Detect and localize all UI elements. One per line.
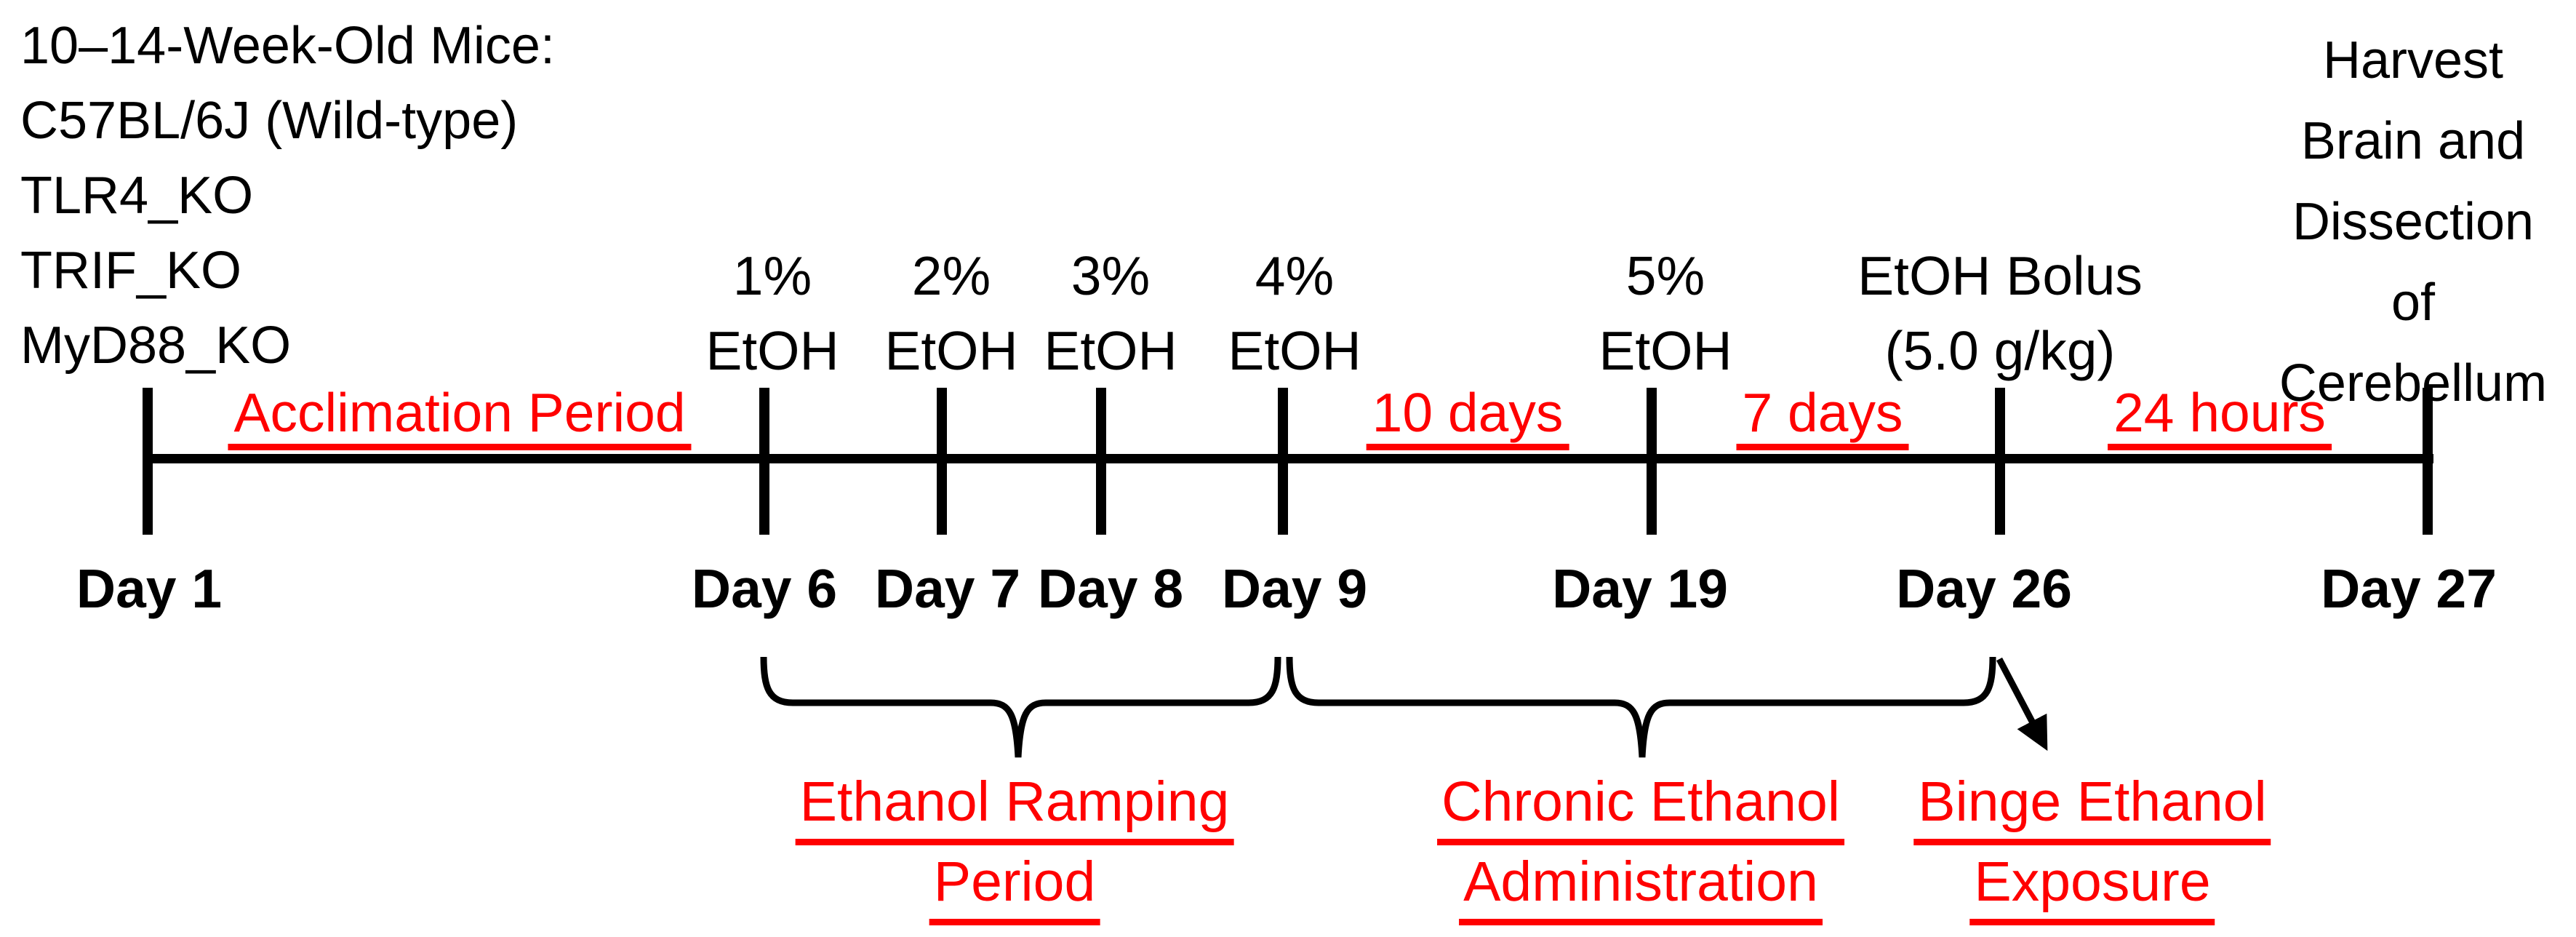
day-label-26: Day 26 (1896, 558, 2072, 619)
day-label-9: Day 9 (1221, 558, 1368, 619)
tick-day-27 (2423, 388, 2433, 535)
dose-label-day26-bolus: EtOH Bolus (5.0 g/kg) (1857, 239, 2143, 388)
dose-label-day9: 4% EtOH (1228, 239, 1361, 388)
dose-etoh: EtOH (705, 320, 839, 381)
binge-exposure-arrow-icon (1996, 657, 2048, 751)
dose-label-day8: 3% EtOH (1044, 239, 1177, 388)
tick-day-7 (937, 388, 947, 535)
dose-percent: 2% (911, 245, 991, 306)
tick-day-8 (1096, 388, 1106, 535)
dose-label-day6: 1% EtOH (705, 239, 839, 388)
harvest-note-block: Harvest Brain and Dissection of Cerebell… (2279, 20, 2547, 424)
dose-percent: 3% (1071, 245, 1151, 306)
subject-line-myd88: MyD88_KO (20, 316, 292, 375)
day-label-8: Day 8 (1037, 558, 1184, 619)
subject-line-tlr4: TLR4_KO (20, 167, 254, 225)
duration-text: 7 days (1736, 381, 1909, 450)
day-label-1: Day 1 (76, 558, 223, 619)
duration-text: Acclimation Period (228, 381, 692, 450)
dose-etoh: EtOH (1599, 320, 1732, 381)
dose-etoh: EtOH (884, 320, 1018, 381)
tick-day-19 (1647, 388, 1657, 535)
subject-line-age: 10–14-Week-Old Mice: (20, 17, 555, 75)
dose-percent: 4% (1255, 245, 1335, 306)
day-label-19: Day 19 (1552, 558, 1728, 619)
phase-line: Period (929, 850, 1100, 925)
curly-brace-ethanol-ramping-icon (760, 656, 1281, 758)
phase-label-binge-ethanol: Binge Ethanol Exposure (1913, 770, 2271, 925)
phase-line: Binge Ethanol (1913, 770, 2271, 845)
dose-label-day19: 5% EtOH (1599, 239, 1732, 388)
dose-etoh: EtOH (1044, 320, 1177, 381)
timeline-bar (143, 454, 2433, 463)
day-label-6: Day 6 (691, 558, 838, 619)
harvest-line: Cerebellum (2279, 354, 2548, 412)
phase-label-ethanol-ramping: Ethanol Ramping Period (795, 770, 1234, 925)
duration-text: 24 hours (2108, 381, 2332, 450)
duration-7-days: 7 days (1736, 381, 1909, 450)
phase-line: Ethanol Ramping (795, 770, 1234, 845)
harvest-line: Harvest (2322, 31, 2504, 89)
duration-24-hours: 24 hours (2108, 381, 2332, 450)
subject-strains-block: 10–14-Week-Old Mice: C57BL/6J (Wild-type… (20, 9, 555, 383)
phase-line: Administration (1459, 850, 1823, 925)
dose-etoh: EtOH (1228, 320, 1361, 381)
phase-label-chronic-ethanol: Chronic Ethanol Administration (1437, 770, 1844, 925)
subject-line-trif: TRIF_KO (20, 242, 242, 300)
dose-bolus: EtOH Bolus (1857, 245, 2143, 306)
duration-acclimation-period: Acclimation Period (228, 381, 692, 450)
day-label-7: Day 7 (874, 558, 1021, 619)
harvest-line: Dissection (2292, 193, 2535, 251)
duration-text: 10 days (1366, 381, 1569, 450)
dose-label-day7: 2% EtOH (884, 239, 1017, 388)
tick-day-6 (759, 388, 769, 535)
harvest-line: Brain and (2300, 112, 2526, 170)
tick-day-9 (1278, 388, 1288, 535)
subject-line-wildtype: C57BL/6J (Wild-type) (20, 92, 519, 150)
duration-10-days: 10 days (1366, 381, 1569, 450)
dose-percent: 1% (732, 245, 812, 306)
tick-day-26 (1995, 388, 2005, 535)
phase-line: Exposure (1969, 850, 2215, 925)
day-label-27: Day 27 (2321, 558, 2497, 619)
harvest-line: of (2391, 274, 2436, 332)
dose-bolus-amount: (5.0 g/kg) (1884, 320, 2116, 381)
phase-line: Chronic Ethanol (1437, 770, 1844, 845)
curly-brace-chronic-ethanol-icon (1286, 656, 1996, 758)
dose-percent: 5% (1625, 245, 1705, 306)
tick-day-1 (143, 388, 153, 535)
